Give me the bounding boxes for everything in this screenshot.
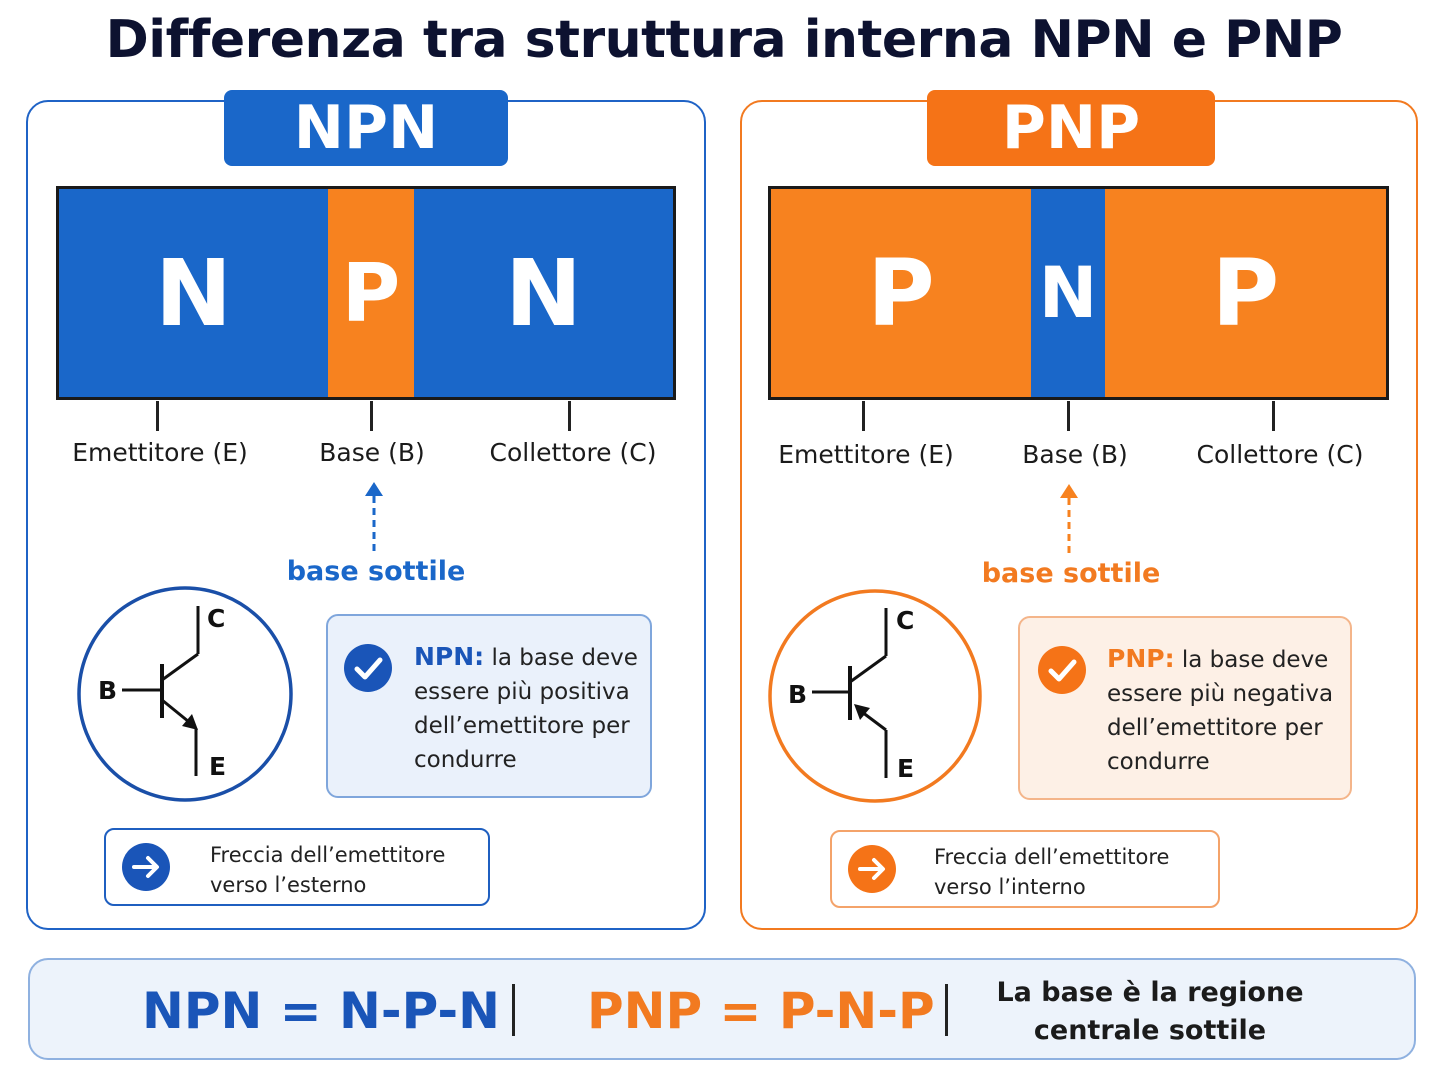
pnp-formula: PNP = P-N-P <box>587 982 935 1040</box>
npn-collector-label: Collettore (C) <box>489 438 657 467</box>
npn-info-bold: NPN: <box>414 642 485 671</box>
pnp-emitter-pin-label: E <box>897 754 915 783</box>
pnp-collector-pin-label: C <box>896 606 915 635</box>
npn-emitter-lead <box>156 401 159 431</box>
checkmark-icon <box>1038 646 1086 694</box>
arrow-right-icon <box>122 843 170 891</box>
npn-emitter-label: Emettitore (E) <box>72 438 248 467</box>
pnp-base-pin-label: B <box>788 680 808 709</box>
npn-region-collector: N <box>414 186 676 400</box>
npn-transistor-symbol <box>77 586 293 802</box>
checkmark-icon <box>344 644 392 692</box>
pnp-info-bold: PNP: <box>1107 644 1175 673</box>
summary-footer <box>28 958 1416 1060</box>
npn-base-pin-label: B <box>98 676 118 705</box>
npn-thin-base-arrow-icon <box>365 482 383 552</box>
arrow-right-icon <box>848 845 896 893</box>
footer-note: La base è la regione centrale sottile <box>996 977 1304 1046</box>
pnp-emitter-label: Emettitore (E) <box>778 440 954 469</box>
npn-formula: NPN = N-P-N <box>142 982 501 1040</box>
npn-info-box <box>326 614 652 798</box>
pnp-region-emitter: P <box>768 186 1031 400</box>
npn-base-label: Base (B) <box>319 438 425 467</box>
npn-collector-lead <box>568 401 571 431</box>
footer-divider <box>945 984 948 1036</box>
page-title: Differenza tra struttura interna NPN e P… <box>105 10 1343 70</box>
pnp-collector-label: Collettore (C) <box>1196 440 1364 469</box>
npn-region-emitter: N <box>56 186 328 400</box>
pnp-thin-base-arrow-icon <box>1060 484 1078 554</box>
npn-collector-pin-label: C <box>207 604 226 633</box>
pnp-emitter-lead <box>862 401 865 431</box>
npn-emitter-pin-label: E <box>209 752 227 781</box>
npn-badge: NPN <box>224 90 508 166</box>
pnp-info-box <box>1018 616 1352 800</box>
pnp-info-text: PNP: la base deve essere più negativa de… <box>1107 644 1334 775</box>
pnp-base-lead <box>1067 401 1070 431</box>
pnp-base-label: Base (B) <box>1022 440 1128 469</box>
pnp-region-collector: P <box>1105 186 1389 400</box>
footer-divider <box>512 984 515 1036</box>
pnp-collector-lead <box>1272 401 1275 431</box>
npn-region-base: P <box>328 186 414 400</box>
npn-thin-base-label: base sottile <box>286 556 466 587</box>
pnp-thin-base-label: base sottile <box>981 558 1161 589</box>
npn-arrow-note-text: Freccia dell’emettitore verso l’esterno <box>210 843 446 897</box>
npn-base-lead <box>370 401 373 431</box>
pnp-badge: PNP <box>927 90 1215 166</box>
pnp-transistor-symbol <box>768 589 982 803</box>
npn-info-text: NPN: la base deve essere più positiva de… <box>414 642 638 773</box>
pnp-region-base: N <box>1031 186 1105 400</box>
pnp-arrow-note-text: Freccia dell’emettitore verso l’interno <box>934 845 1170 899</box>
